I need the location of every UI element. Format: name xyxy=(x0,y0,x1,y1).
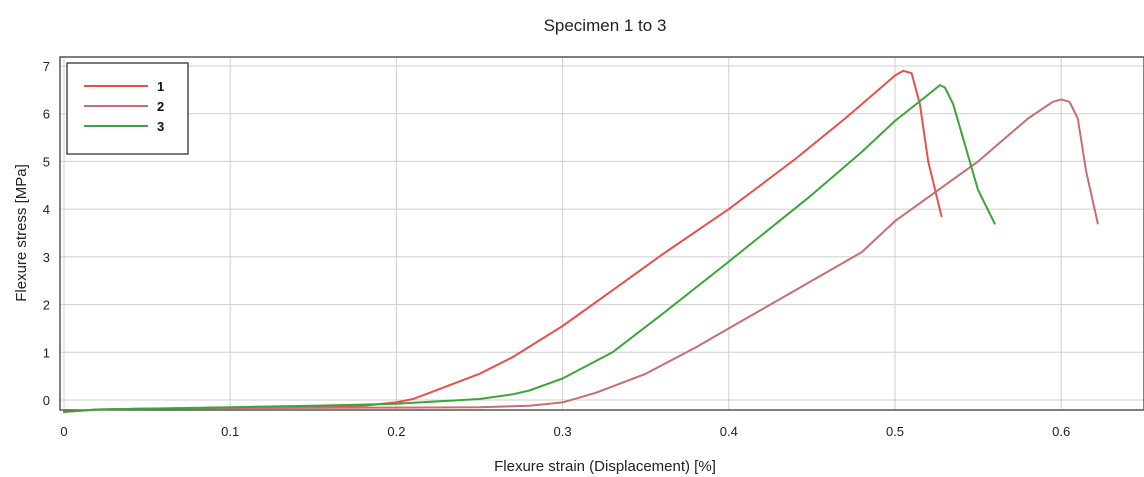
legend: 1 2 3 xyxy=(66,62,189,155)
x-tick-label: 0.6 xyxy=(1052,424,1070,439)
series-line-2 xyxy=(63,98,1099,413)
x-axis-label: Flexure strain (Displacement) [%] xyxy=(494,458,716,475)
x-tick-label: 0.3 xyxy=(554,424,572,439)
x-tick-label: 0 xyxy=(60,424,67,439)
y-tick-label: 1 xyxy=(43,345,50,360)
x-tick-label: 0.4 xyxy=(720,424,738,439)
legend-label-3: 3 xyxy=(157,119,164,134)
plot-frame xyxy=(59,56,1144,411)
y-tick-label: 6 xyxy=(43,107,50,122)
y-axis-label: Flexure stress [MPa] xyxy=(13,164,30,302)
legend-label-1: 1 xyxy=(157,79,164,94)
grid xyxy=(60,57,1144,410)
y-tick-label: 2 xyxy=(43,298,50,313)
series-line-1 xyxy=(63,69,943,413)
x-tick-label: 0.2 xyxy=(387,424,405,439)
y-ticks: 0 1 2 3 4 5 6 7 xyxy=(43,59,50,408)
y-tick-label: 3 xyxy=(43,250,50,265)
series-layer xyxy=(63,69,1099,413)
x-ticks: 0 0.1 0.2 0.3 0.4 0.5 0.6 xyxy=(60,424,1070,439)
legend-box xyxy=(66,62,189,155)
legend-label-2: 2 xyxy=(157,99,164,114)
chart-title: Specimen 1 to 3 xyxy=(544,16,667,35)
y-tick-label: 5 xyxy=(43,154,50,169)
series-line-3 xyxy=(63,84,996,413)
y-tick-label: 4 xyxy=(43,202,50,217)
y-tick-label: 0 xyxy=(43,393,50,408)
y-tick-label: 7 xyxy=(43,59,50,74)
x-tick-label: 0.1 xyxy=(221,424,239,439)
x-tick-label: 0.5 xyxy=(886,424,904,439)
